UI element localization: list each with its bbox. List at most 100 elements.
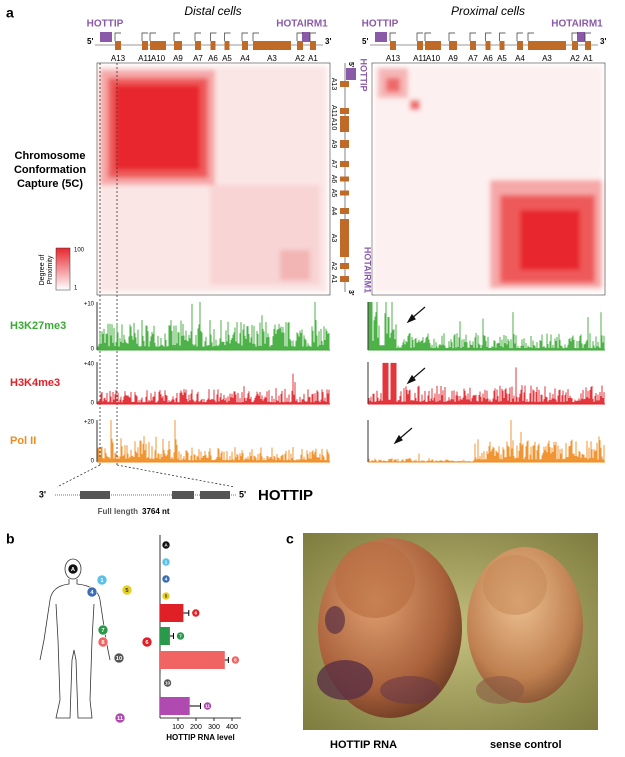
sample-marker: [161, 557, 171, 567]
tss-arrow: [469, 32, 476, 41]
sample-label: 4: [165, 577, 168, 582]
signal-track: [368, 420, 605, 462]
gene-label: A5: [497, 54, 507, 63]
gene-label: A7: [468, 54, 478, 63]
strand-label: 5': [362, 37, 368, 46]
legend-max: 100: [74, 248, 85, 254]
sample-label: 7: [179, 634, 182, 639]
gene-label: A2: [330, 262, 337, 271]
sample-marker: [86, 586, 98, 598]
track-scale: +10: [84, 302, 95, 308]
tss-arrow: [114, 32, 121, 41]
x-tick-label: 300: [208, 724, 220, 731]
legend-title: Proximity: [47, 255, 54, 284]
photo-caption: HOTTIP RNA: [330, 739, 397, 751]
row-label: Capture (5C): [17, 178, 83, 190]
sample-label: 11: [117, 716, 124, 722]
sample-marker: [97, 624, 109, 636]
strand-label: 3': [325, 37, 331, 46]
gene-block: [485, 41, 491, 50]
gene-block: [340, 219, 349, 257]
track-scale: +40: [84, 362, 95, 368]
signal-track: [368, 362, 605, 404]
gene-label: HOTTIP: [87, 19, 124, 30]
track-scale: 0: [91, 347, 95, 353]
strand-label: 3': [347, 290, 354, 296]
gene-block: [253, 41, 291, 50]
tss-arrow: [499, 32, 506, 41]
tss-arrow: [448, 32, 455, 41]
sample-marker: [113, 652, 125, 664]
bar: [160, 627, 170, 645]
sample-marker: [121, 584, 133, 596]
gene-block: [195, 41, 201, 50]
row-label: Chromosome: [15, 150, 86, 162]
x-axis-label: HOTTIP RNA level: [166, 733, 234, 742]
track-scale: +20: [84, 420, 95, 426]
gene-label: HOTAIRM1: [551, 19, 603, 30]
lncrna-block: [375, 32, 387, 42]
sample-label: 6: [145, 640, 148, 646]
track-scale: 0: [91, 459, 95, 465]
gene-block: [340, 116, 349, 132]
sample-marker: [176, 631, 185, 641]
tss-arrow: [571, 32, 578, 41]
gene-block: [499, 41, 505, 50]
gene-block: [340, 108, 349, 114]
tss-arrow: [527, 32, 534, 41]
sample-marker: [67, 563, 79, 575]
heatmap-distal: [96, 62, 331, 296]
gene-label: A1: [330, 275, 337, 284]
sample-label: 5: [165, 594, 168, 599]
panel-title: Proximal cells: [451, 4, 525, 18]
gene-label: A6: [483, 54, 493, 63]
photo-caption: sense control: [490, 739, 562, 751]
gene-label: A13: [330, 78, 337, 91]
gene-block: [340, 263, 349, 269]
strand-label: 3': [600, 37, 606, 46]
gene-block: [340, 161, 349, 167]
tss-arrow: [309, 32, 316, 41]
error-bar: [183, 610, 190, 616]
gene-block: [340, 140, 349, 148]
gene-label: A11: [330, 105, 337, 117]
gene-label: A2: [570, 54, 580, 63]
signal-track: [368, 302, 605, 350]
sample-label: 8: [101, 640, 105, 646]
sample-marker: [161, 591, 171, 601]
panel-label: c: [286, 531, 294, 547]
gene-label: A3: [267, 54, 277, 63]
sample-marker: [203, 701, 212, 711]
gene-label: A1: [308, 54, 318, 63]
gene-name: HOTTIP: [258, 487, 313, 504]
bar: [160, 604, 184, 622]
sample-label: 5: [125, 588, 129, 594]
gene-block: [340, 81, 349, 87]
gene-label: A9: [173, 54, 183, 63]
lncrna-block: [577, 32, 585, 42]
panel-label: a: [6, 5, 14, 21]
gene-block: [210, 41, 216, 50]
x-tick-label: 400: [226, 724, 238, 731]
gene-label: A4: [330, 207, 337, 216]
gene-label: A10: [330, 118, 337, 131]
sample-marker: [161, 540, 171, 550]
strand-label: 5': [87, 37, 93, 46]
gene-block: [517, 41, 523, 50]
tss-arrow: [173, 32, 180, 41]
gene-label: A10: [426, 54, 441, 63]
gene-label: A10: [151, 54, 166, 63]
legend-title: Degree of: [39, 255, 46, 286]
sample-label: 10: [165, 681, 171, 686]
error-bar: [224, 657, 229, 663]
sample-marker: [163, 678, 172, 688]
gene-label: A11: [413, 54, 427, 63]
legend-min: 1: [74, 286, 78, 292]
row-label: Conformation: [14, 164, 86, 176]
gene-block: [340, 208, 349, 214]
tss-arrow: [252, 32, 259, 41]
sample-marker: [96, 574, 108, 586]
tss-arrow: [424, 32, 431, 41]
panel-label: b: [6, 531, 15, 547]
sample-label: 10: [116, 656, 122, 662]
